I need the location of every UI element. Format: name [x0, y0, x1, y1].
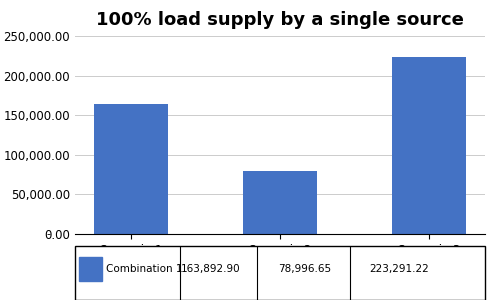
Text: 78,996.65: 78,996.65 — [278, 264, 331, 274]
Bar — [392, 57, 466, 234]
Text: -: - — [47, 229, 51, 239]
Text: Combination 1: Combination 1 — [106, 264, 182, 274]
FancyBboxPatch shape — [75, 246, 485, 300]
Text: 223,291.22: 223,291.22 — [369, 264, 429, 274]
Bar — [79, 257, 102, 281]
Bar — [94, 104, 168, 234]
Bar — [242, 171, 318, 234]
Title: 100% load supply by a single source: 100% load supply by a single source — [96, 11, 464, 29]
Text: 163,892.90: 163,892.90 — [180, 264, 240, 274]
